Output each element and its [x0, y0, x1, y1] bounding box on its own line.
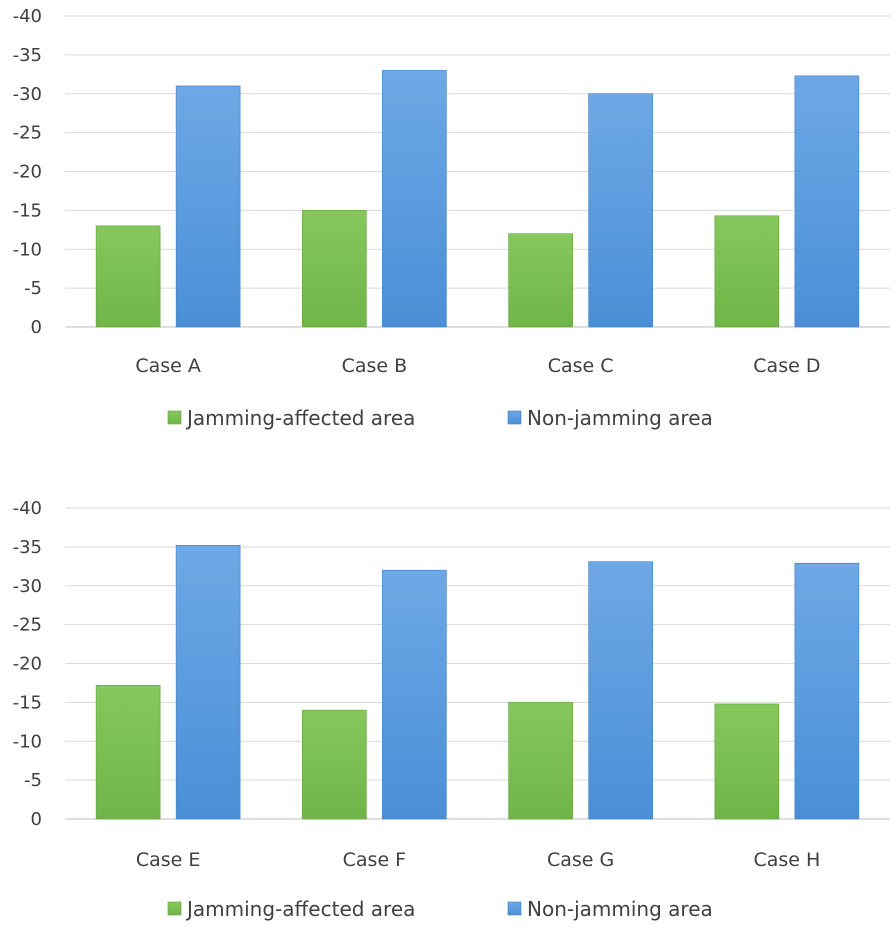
y-tick-label: -30 — [13, 576, 42, 597]
legend-non-jamming-swatch — [507, 901, 522, 916]
bar-non-jamming — [175, 85, 241, 328]
legend-jamming-affected-label: Jamming-affected area — [185, 897, 415, 921]
bar-jamming-affected — [714, 703, 780, 820]
y-tick-label: -5 — [24, 770, 42, 791]
y-tick-label: -5 — [24, 278, 42, 299]
y-tick-label: 0 — [31, 317, 42, 338]
legend-non-jamming-label: Non-jamming area — [527, 897, 713, 921]
y-tick-label: -15 — [13, 692, 42, 713]
legend-jamming-affected-swatch — [167, 901, 182, 916]
y-tick-label: 0 — [31, 809, 42, 830]
category-label: Case F — [343, 849, 406, 871]
bar-jamming-affected — [508, 233, 573, 328]
y-tick-label: -40 — [13, 498, 42, 519]
bar-non-jamming — [382, 70, 447, 328]
legend-non-jamming-swatch — [507, 410, 522, 425]
category-label: Case D — [753, 355, 820, 377]
y-tick-label: -20 — [13, 162, 42, 183]
y-tick-label: -25 — [13, 615, 42, 636]
y-tick-label: -40 — [13, 6, 42, 27]
y-tick-label: -35 — [13, 537, 42, 558]
bar-non-jamming — [794, 75, 860, 328]
bar-chart-top: 0 -5 -10 -15 -20 -25 -30 -35 -40 Case A Case B Case… — [13, 6, 890, 430]
legend-non-jamming-label: Non-jamming area — [527, 406, 713, 430]
y-tick-label: -35 — [13, 45, 42, 66]
bar-jamming-affected — [302, 709, 367, 820]
bar-non-jamming — [588, 561, 653, 820]
bar-jamming-affected — [95, 684, 161, 820]
bar-chart-bottom: 0 -5 -10 -15 -20 -25 -30 -35 -40 Case E Case F Case… — [13, 498, 890, 921]
bar-jamming-affected — [95, 225, 161, 328]
category-label: Case C — [548, 355, 614, 377]
category-label: Case G — [547, 849, 614, 871]
legend-jamming-affected-swatch — [167, 410, 182, 425]
y-tick-label: -25 — [13, 123, 42, 144]
y-tick-label: -10 — [13, 239, 42, 260]
category-label: Case B — [342, 355, 408, 377]
legend-jamming-affected-label: Jamming-affected area — [185, 406, 415, 430]
y-tick-label: -15 — [13, 200, 42, 221]
y-tick-label: -30 — [13, 84, 42, 105]
bar-jamming-affected — [302, 210, 367, 328]
bar-jamming-affected — [714, 215, 780, 328]
category-label: Case E — [136, 849, 201, 871]
y-tick-label: -10 — [13, 731, 42, 752]
bar-jamming-affected — [508, 702, 573, 820]
category-label: Case H — [753, 849, 820, 871]
bar-non-jamming — [382, 569, 447, 820]
y-tick-label: -20 — [13, 654, 42, 675]
bar-non-jamming — [794, 562, 860, 820]
bar-non-jamming — [175, 545, 241, 820]
category-label: Case A — [135, 355, 201, 377]
bar-non-jamming — [588, 93, 653, 328]
